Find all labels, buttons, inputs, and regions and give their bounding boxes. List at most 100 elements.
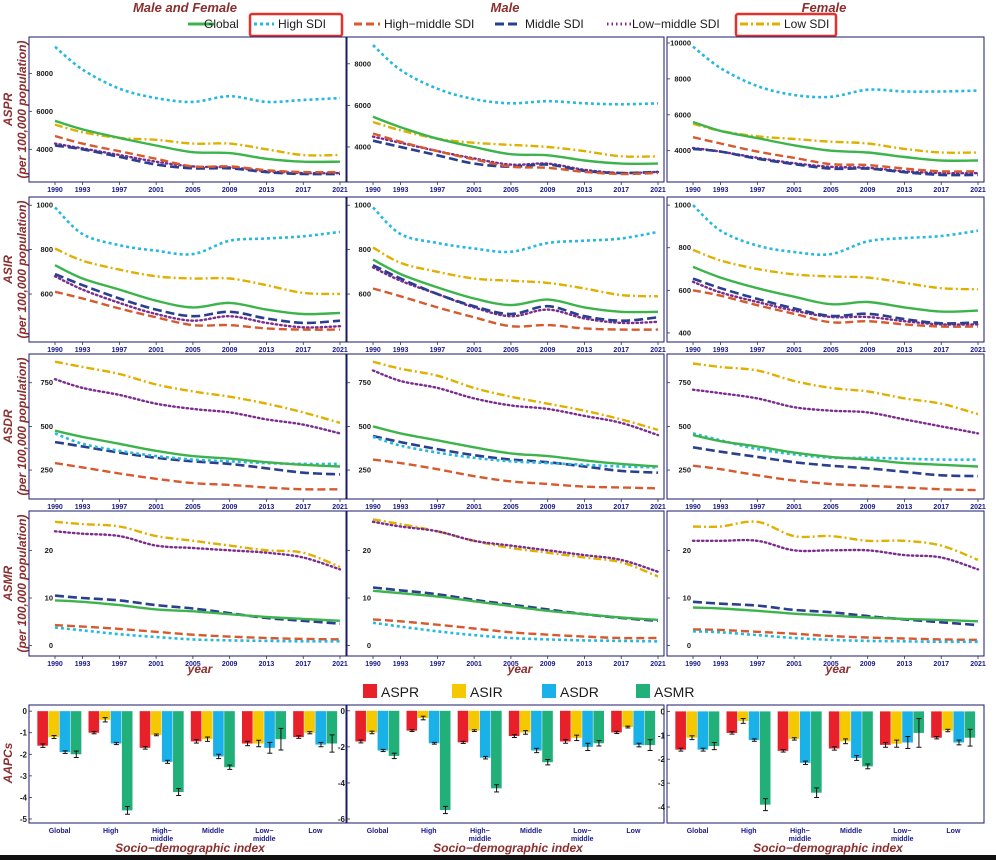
y-tick-label: 600 (678, 286, 691, 295)
x-tick-label: 2017 (613, 187, 629, 194)
series-line-global (54, 119, 341, 164)
x-tick-label: 2005 (185, 661, 201, 668)
x-tick-label: 1990 (365, 187, 381, 194)
bar-category-label: Global (367, 828, 389, 835)
x-tick-label: 2001 (466, 504, 482, 511)
column-title: Female (802, 0, 847, 15)
series-line-high-middle-sdi (372, 618, 659, 640)
y-tick-label: 500 (678, 422, 691, 431)
bar-y-tick-label: 0 (661, 707, 666, 716)
series-line-high-middle-sdi (54, 461, 341, 491)
y-tick-label: 0 (49, 641, 53, 650)
series-line-high-middle-sdi (372, 458, 659, 490)
series-line-high-sdi (692, 204, 979, 257)
bar-y-tick-label: -6 (338, 815, 346, 824)
bar-asir (253, 711, 264, 744)
bar-asmr (491, 710, 502, 789)
bar-y-tick-label: -5 (20, 815, 28, 824)
series-line-high-sdi (54, 206, 341, 256)
series-line-global (372, 115, 659, 166)
bar-aspr (560, 710, 571, 742)
bar-asir (788, 711, 800, 739)
series-line-middle-sdi (692, 147, 979, 177)
bar-aspr (242, 711, 253, 744)
bar-asdr (799, 711, 811, 763)
series-line-low-sdi (372, 246, 659, 298)
bar-asmr (326, 711, 338, 744)
bar-legend-swatch-asmr (636, 684, 650, 698)
series-line-low-sdi (372, 120, 659, 158)
x-tick-label: 1990 (365, 347, 381, 354)
bar-panel-frame (28, 704, 347, 824)
x-tick-label: 1993 (393, 661, 409, 668)
series-line-high-middle-sdi (692, 628, 979, 642)
bar-asir (737, 711, 749, 721)
series-line-low-sdi (692, 520, 979, 562)
series-line-low-sdi (372, 360, 659, 432)
bar-panel-frame (666, 704, 985, 824)
x-tick-label: 1990 (47, 504, 63, 511)
bar-asdr (161, 711, 173, 762)
x-tick-label: 2009 (860, 347, 876, 354)
bar-asir (891, 711, 902, 744)
bar-y-tick-label: -3 (658, 779, 666, 788)
x-tick-label: 1997 (112, 187, 128, 194)
series-line-middle-sdi (54, 272, 341, 325)
bar-asmr (644, 710, 656, 746)
series-line-middle-sdi (692, 277, 979, 325)
panel-frame (28, 36, 347, 183)
x-tick-label: 2001 (786, 661, 802, 668)
bar-asdr (851, 711, 862, 759)
y-tick-label: 0 (687, 641, 691, 650)
panel-frame (28, 196, 347, 343)
bar-panel-frame (346, 704, 665, 824)
x-tick-label: 2009 (860, 187, 876, 194)
panel-frame (346, 196, 665, 343)
series-line-low-sdi (54, 520, 341, 569)
x-tick-label: 1990 (685, 347, 701, 354)
bar-y-tick-label: -2 (658, 755, 666, 764)
bar-category-label: High− (790, 828, 810, 835)
x-tick-label: 2013 (259, 661, 275, 668)
series-line-high-middle-sdi (372, 287, 659, 331)
bar-asdr (953, 711, 965, 743)
x-tick-label: 2009 (540, 661, 556, 668)
y-tick-label: 4000 (354, 142, 371, 151)
x-tick-label: 1990 (685, 187, 701, 194)
x-tick-label: 2005 (185, 504, 201, 511)
bar-asir (366, 710, 378, 733)
panel-frame (346, 36, 665, 183)
row-label-sub: (per 100,000 population) (15, 40, 29, 178)
bar-category-label: middle (253, 836, 276, 843)
panel-frame (346, 353, 665, 500)
bar-asmr (173, 711, 184, 793)
bar-asmr (811, 711, 822, 793)
bar-category-label: Low (308, 828, 323, 835)
x-tick-label: 1993 (393, 504, 409, 511)
bar-asir (304, 711, 315, 733)
bar-asmr (439, 710, 451, 810)
series-line-low-middle-sdi (371, 520, 660, 573)
series-line-global (54, 599, 341, 622)
x-tick-label: 1997 (430, 187, 446, 194)
row-label: ASIR (per 100,000 population) (1, 200, 29, 338)
bar-asir (686, 711, 698, 738)
y-tick-label: 8000 (354, 59, 371, 68)
bar-category-label: Low (946, 828, 961, 835)
x-tick-label: 2017 (613, 504, 629, 511)
x-tick-label: 2017 (295, 504, 311, 511)
series-line-middle-sdi (54, 594, 341, 625)
bar-legend-swatch-aspr (363, 684, 377, 698)
bar-asdr (59, 711, 71, 753)
bar-category-label: Middle (202, 828, 224, 835)
row-label-main: ASIR (1, 255, 15, 285)
x-tick-label: 2017 (613, 661, 629, 668)
row-label-main: ASPR (1, 92, 15, 127)
x-tick-label: 2021 (650, 187, 666, 194)
bar-aspr (406, 710, 418, 731)
x-tick-label: 2009 (860, 661, 876, 668)
x-tick-label: 2021 (970, 504, 986, 511)
bar-legend: ASPR ASIR ASDR ASMR (363, 684, 694, 700)
y-tick-label: 500 (358, 422, 371, 431)
